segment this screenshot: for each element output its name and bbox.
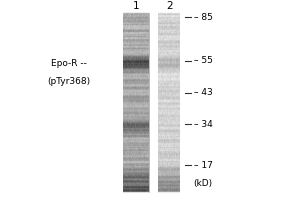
- Text: 1: 1: [133, 1, 140, 11]
- Text: 2: 2: [166, 1, 173, 11]
- Text: – 43: – 43: [194, 88, 212, 97]
- Text: – 34: – 34: [194, 120, 212, 129]
- Text: (kD): (kD): [194, 179, 213, 188]
- Text: (pTyr368): (pTyr368): [47, 77, 91, 86]
- Text: – 85: – 85: [194, 13, 212, 22]
- Text: Epo-R --: Epo-R --: [51, 59, 87, 68]
- Text: – 55: – 55: [194, 56, 212, 65]
- Text: – 17: – 17: [194, 161, 212, 170]
